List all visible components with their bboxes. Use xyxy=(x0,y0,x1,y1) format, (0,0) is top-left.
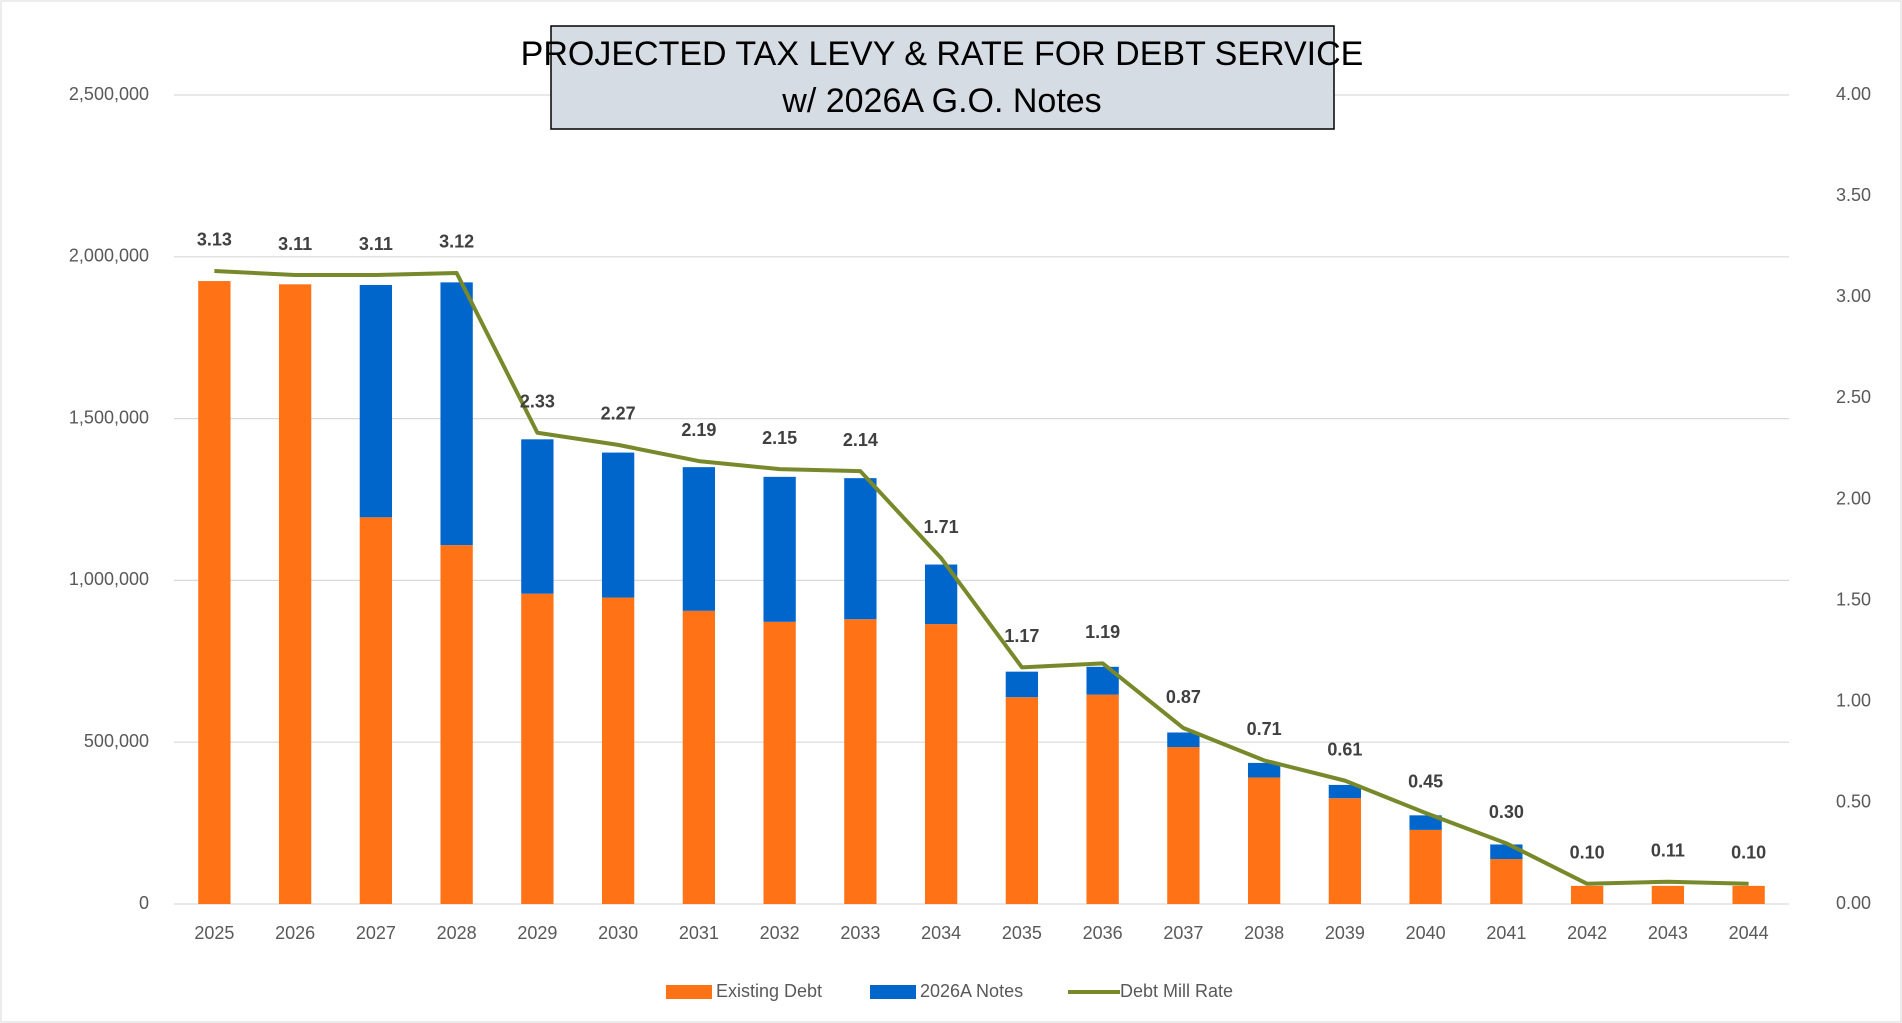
y2-tick-label: 3.00 xyxy=(1836,286,1871,306)
x-tick-label: 2031 xyxy=(679,923,719,943)
chart-subtitle: w/ 2026A G.O. Notes xyxy=(781,82,1101,120)
x-tick-label: 2035 xyxy=(1002,923,1042,943)
bar xyxy=(601,452,635,598)
y2-tick-label: 0.00 xyxy=(1836,893,1871,913)
bar xyxy=(440,545,473,904)
y-tick-label: 0 xyxy=(139,893,149,913)
bar xyxy=(198,281,231,904)
bar xyxy=(359,517,393,904)
bar xyxy=(1732,885,1765,904)
data-label: 2.14 xyxy=(843,430,878,450)
bar xyxy=(1328,798,1362,904)
bar xyxy=(440,282,473,546)
data-label: 0.71 xyxy=(1247,719,1282,739)
legend-swatch xyxy=(870,985,916,999)
data-label: 0.87 xyxy=(1166,687,1201,707)
bar xyxy=(521,439,554,594)
data-label: 3.13 xyxy=(197,230,232,250)
data-label: 0.45 xyxy=(1408,772,1443,792)
data-label: 3.11 xyxy=(278,234,312,254)
x-tick-label: 2044 xyxy=(1729,923,1769,943)
bar xyxy=(844,619,877,904)
data-label: 1.19 xyxy=(1085,622,1120,642)
data-label: 0.11 xyxy=(1651,841,1685,861)
bar xyxy=(1247,762,1281,778)
x-tick-label: 2040 xyxy=(1406,923,1446,943)
x-tick-label: 2027 xyxy=(356,923,396,943)
data-label: 2.19 xyxy=(681,420,716,440)
bar xyxy=(1570,885,1604,904)
y-tick-label: 1,500,000 xyxy=(69,407,149,427)
bar xyxy=(1005,697,1039,904)
y2-tick-label: 1.00 xyxy=(1836,691,1871,711)
y2-tick-label: 3.50 xyxy=(1836,185,1871,205)
bar xyxy=(521,593,554,904)
bar xyxy=(278,284,312,904)
bar xyxy=(1328,784,1362,799)
data-label: 2.15 xyxy=(762,428,797,448)
line xyxy=(214,268,1749,886)
x-tick-label: 2030 xyxy=(598,923,638,943)
bar xyxy=(1167,732,1200,748)
y2-tick-label: 4.00 xyxy=(1836,84,1871,104)
bar xyxy=(763,476,796,622)
y-tick-label: 2,000,000 xyxy=(69,246,149,266)
x-tick-label: 2034 xyxy=(921,923,961,943)
x-tick-label: 2029 xyxy=(517,923,557,943)
chart-title: PROJECTED TAX LEVY & RATE FOR DEBT SERVI… xyxy=(521,35,1364,73)
x-tick-label: 2037 xyxy=(1163,923,1203,943)
bar xyxy=(924,624,958,904)
bar xyxy=(844,478,877,620)
x-tick-label: 2028 xyxy=(437,923,477,943)
x-tick-label: 2043 xyxy=(1648,923,1688,943)
legend-swatch xyxy=(666,985,712,999)
data-label: 2.33 xyxy=(520,392,555,412)
plot-area: 0 500,000 1,000,000 1,500,000 2,000,000 2,500… xyxy=(69,84,1871,943)
y-tick-label: 1,000,000 xyxy=(69,569,149,589)
data-label: 0.30 xyxy=(1489,802,1524,822)
bar xyxy=(1086,694,1119,904)
bar xyxy=(1005,671,1039,698)
x-tick-label: 2033 xyxy=(840,923,880,943)
legend-label: Debt Mill Rate xyxy=(1120,981,1233,1001)
data-label: 0.61 xyxy=(1327,739,1362,759)
x-tick-label: 2026 xyxy=(275,923,315,943)
y-tick-label: 500,000 xyxy=(84,731,149,751)
data-label: 3.11 xyxy=(359,234,393,254)
y2-tick-label: 1.50 xyxy=(1836,589,1871,609)
y2-tick-label: 0.50 xyxy=(1836,792,1871,812)
y-tick-label: 2,500,000 xyxy=(69,84,149,104)
y2-tick-label: 2.50 xyxy=(1836,387,1871,407)
data-label: 0.10 xyxy=(1570,843,1605,863)
bar xyxy=(763,621,796,904)
bar xyxy=(1490,859,1523,904)
bar xyxy=(1409,815,1442,830)
data-label: 2.27 xyxy=(601,404,636,424)
bar xyxy=(1167,747,1200,904)
data-label: 0.10 xyxy=(1731,843,1766,863)
y2-tick-label: 2.00 xyxy=(1836,488,1871,508)
data-label: 1.17 xyxy=(1004,626,1039,646)
x-tick-label: 2041 xyxy=(1486,923,1526,943)
legend-label: Existing Debt xyxy=(716,981,822,1001)
x-tick-label: 2025 xyxy=(194,923,234,943)
bar xyxy=(601,597,635,904)
bar xyxy=(682,467,716,611)
x-tick-label: 2038 xyxy=(1244,923,1284,943)
data-label: 1.71 xyxy=(924,517,959,537)
x-tick-label: 2032 xyxy=(760,923,800,943)
legend-label: 2026A Notes xyxy=(920,981,1023,1001)
bar xyxy=(1651,885,1685,904)
bar xyxy=(1490,844,1523,860)
bar xyxy=(1247,777,1281,904)
data-label: 3.12 xyxy=(439,232,474,252)
title-box xyxy=(550,25,1335,130)
bar xyxy=(359,284,393,518)
x-tick-label: 2039 xyxy=(1325,923,1365,943)
x-tick-label: 2042 xyxy=(1567,923,1607,943)
bar xyxy=(682,610,716,904)
bar xyxy=(1409,829,1442,904)
x-tick-label: 2036 xyxy=(1083,923,1123,943)
